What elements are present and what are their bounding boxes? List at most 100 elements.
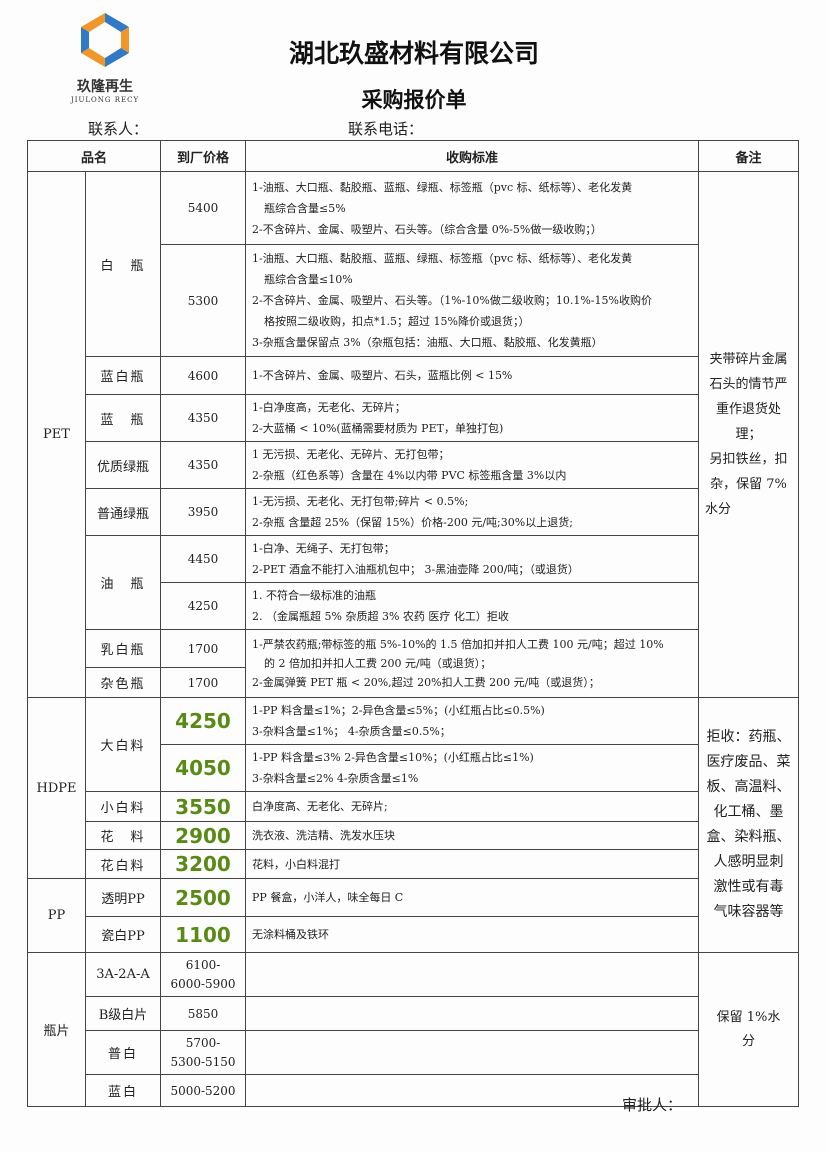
item-name: 3A-2A-A [84,952,162,997]
item-price: 5300 [160,244,247,357]
table-row: B级白片 5850 [28,996,799,1031]
item-price: 5700-5300-5150 [160,1030,247,1075]
table-row: PP 透明PP 2500 PP 餐盒，小洋人，味全每日 C [27,878,799,953]
table-row: 优质绿瓶 4350 1 无污损、无老化、无碎片、无打包带； 2-杂瓶（红色系等）含… [28,441,799,489]
std-line: 1 无污损、无老化、无碎片、无打包带； [252,448,450,461]
table-row: 4250 1. 不符合一级标准的油瓶 2. （金属瓶超 5% 杂质超 3% 农药 … [28,582,799,630]
remark-flake: 保留 1%水分 [698,952,800,1107]
item-standard: 1-PP 料含量≤1%；2-异色含量≤5%；(小红瓶占比≤0.5%) 3-杂料含量… [245,697,700,745]
table-row: 蓝白 5000-5200 [28,1074,799,1107]
std-line: 1-PP 料含量≤1%；2-异色含量≤5%；(小红瓶占比≤0.5%) [252,704,545,717]
phone-label: 联系电话： [348,120,424,138]
remark-line: 重作退货处理； [716,402,782,442]
std-line: 格按照二级收购，扣点*1.5；超过 15%降价或退货；） [264,315,530,328]
hexagon-logo-icon [81,13,129,67]
remark-line: 化工桶、墨 [713,804,784,820]
item-standard [245,1030,700,1075]
table-row: 花白料 3200 花料，小白料混打 [28,849,799,879]
item-price: 4600 [160,356,247,395]
item-name: 蓝 瓶 [84,394,162,442]
table-row: 杂色瓶 1700 [28,667,799,698]
header-standard: 收购标准 [245,140,700,172]
approver-label: 审批人： [622,1096,683,1114]
std-line: 3-杂料含量≤1%； 4-杂质含量≤0.5%； [252,725,451,738]
item-price: 5000-5200 [160,1074,247,1107]
std-line: 白净度高、无老化、无碎片; [252,800,388,813]
std-line: 1-无污损、无老化、无打包带;碎片 < 0.5%; [252,495,469,508]
std-line: 的 2 倍加扣并扣人工费 200 元/吨（或退货）； [264,657,492,670]
item-price: 1700 [160,667,247,698]
item-standard: 1-白净度高，无老化、无碎片； 2-大蓝桶 < 10%(蓝桶需要材质为 PET，单… [245,394,700,442]
item-name: 油 瓶 [84,535,162,630]
contact-label: 联系人： [88,120,149,138]
std-line: 3-杂料含量≤2% 4-杂质含量≤1% [252,772,419,785]
item-price: 4250 [160,582,247,630]
remark-line: 水分 [705,502,732,517]
table-row: 瓶片 3A-2A-A 6100-6000-5900 保留 1%水分 [27,952,800,1107]
std-line: PP 餐盒，小洋人，味全每日 C [252,891,404,904]
std-line: 1-白净、无绳子、无打包带； [252,542,395,555]
item-name: 花 料 [84,821,162,850]
item-name: 杂色瓶 [84,667,162,698]
item-price: 2500 [160,878,247,917]
std-line: 1-严禁农药瓶;带标签的瓶 5%-10%的 1.5 倍加扣并扣人工费 100 元… [252,638,664,651]
remark-line: 另扣铁丝，扣 [709,452,788,467]
item-standard: 1-油瓶、大口瓶、黏胶瓶、蓝瓶、绿瓶、标签瓶（pvc 标、纸标等）、老化发黄 瓶综… [245,171,700,245]
std-line: 1. 不符合一级标准的油瓶 [252,589,377,602]
item-name: 普通绿瓶 [84,488,162,536]
item-standard: PP 餐盒，小洋人，味全每日 C [245,878,700,917]
item-name: 蓝白 [84,1074,162,1107]
category-hdpe: HDPE [27,697,86,879]
item-name: 小白料 [84,791,162,822]
remark-pet: 夹带碎片金属 石头的情节严 重作退货处理； 另扣铁丝，扣 杂，保留 7% 水分 [698,171,800,698]
remark-line: 保留 1%水 [716,1009,781,1025]
std-line: 洗衣液、洗洁精、洗发水压块 [252,829,396,842]
item-name: 花白料 [84,849,162,879]
table-row: 乳白瓶 1700 1-严禁农药瓶;带标签的瓶 5%-10%的 1.5 倍加扣并扣… [28,629,799,698]
remark-line: 人感明显刺 [713,854,784,870]
item-standard: 花料，小白料混打 [245,849,700,879]
table-row: 蓝白瓶 4600 1-不含碎片、金属、吸塑片、石头，蓝瓶比例 < 15% [28,356,799,395]
company-logo: 玖隆再生 JIULONG RECY [60,10,150,104]
item-name: 普白 [84,1030,162,1075]
item-standard: 无涂料桶及铁环 [245,916,700,953]
item-standard: 1-无污损、无老化、无打包带;碎片 < 0.5%; 2-杂瓶 含量超 25%（保留… [245,488,700,536]
item-price: 1100 [160,916,247,953]
table-row: 瓷白PP 1100 无涂料桶及铁环 [28,916,799,953]
table-row: 油 瓶 4450 1-白净、无绳子、无打包带； 2-PET 酒盒不能打入油瓶机包中… [28,535,799,630]
std-line: 2-金属弹簧 PET 瓶 < 20%,超过 20%扣人工费 200 元/吨（或退… [252,676,600,689]
std-line: 2-PET 酒盒不能打入油瓶机包中； 3-黑油壶降 200/吨；（或退货） [252,563,579,576]
item-name: 白 瓶 [84,171,162,357]
std-line: 1-油瓶、大口瓶、黏胶瓶、蓝瓶、绿瓶、标签瓶（pvc 标、纸标等）、老化发黄 [252,252,633,265]
item-standard: 白净度高、无老化、无碎片; [245,791,700,822]
table-row: HDPE 大白料 4250 1-PP 料含量≤1%；2-异色含量≤5%；(小红瓶… [27,697,800,953]
table-row: 4050 1-PP 料含量≤3% 2-异色含量≤10%；(小红瓶占比≤1%) 3-… [28,744,799,792]
table-row: 普白 5700-5300-5150 [28,1030,799,1075]
item-standard [245,996,700,1031]
std-line: 瓶综合含量≤10% [264,273,353,286]
std-line: 2-不含碎片、金属、吸塑片、石头等。（1%-10%做二级收购；10.1%-15%… [252,294,652,307]
remark-line: 板、高温料、 [706,779,791,795]
item-standard: 1-不含碎片、金属、吸塑片、石头，蓝瓶比例 < 15% [245,356,700,395]
item-price: 4050 [160,744,247,792]
table-row: 蓝 瓶 4350 1-白净度高，无老化、无碎片； 2-大蓝桶 < 10%(蓝桶需要… [28,394,799,442]
std-line: 2-大蓝桶 < 10%(蓝桶需要材质为 PET，单独打包) [252,422,504,435]
table-row: 5300 1-油瓶、大口瓶、黏胶瓶、蓝瓶、绿瓶、标签瓶（pvc 标、纸标等）、老… [28,244,799,357]
item-price: 3550 [160,791,247,822]
item-standard: 洗衣液、洗洁精、洗发水压块 [245,821,700,850]
header-name: 品名 [26,140,162,172]
header-price: 到厂价格 [160,140,247,172]
std-line: 3-杂瓶含量保留点 3%（杂瓶包括：油瓶、大口瓶、黏胶瓶、化发黄瓶） [252,336,603,349]
item-price: 5400 [160,171,247,245]
category-pp: PP [27,878,86,953]
item-standard [245,952,700,997]
remark-line: 分 [742,1033,756,1049]
item-price: 5850 [160,996,247,1031]
item-price: 6100-6000-5900 [160,952,247,997]
remark-line: 拒收：药瓶、 [706,729,791,745]
std-line: 1-油瓶、大口瓶、黏胶瓶、蓝瓶、绿瓶、标签瓶（pvc 标、纸标等）、老化发黄 [252,180,633,194]
document-title: 采购报价单 [361,88,467,112]
header-remark: 备注 [698,140,800,172]
std-line: 2. （金属瓶超 5% 杂质超 3% 农药 医疗 化工）拒收 [252,610,509,623]
item-standard [245,1074,700,1107]
